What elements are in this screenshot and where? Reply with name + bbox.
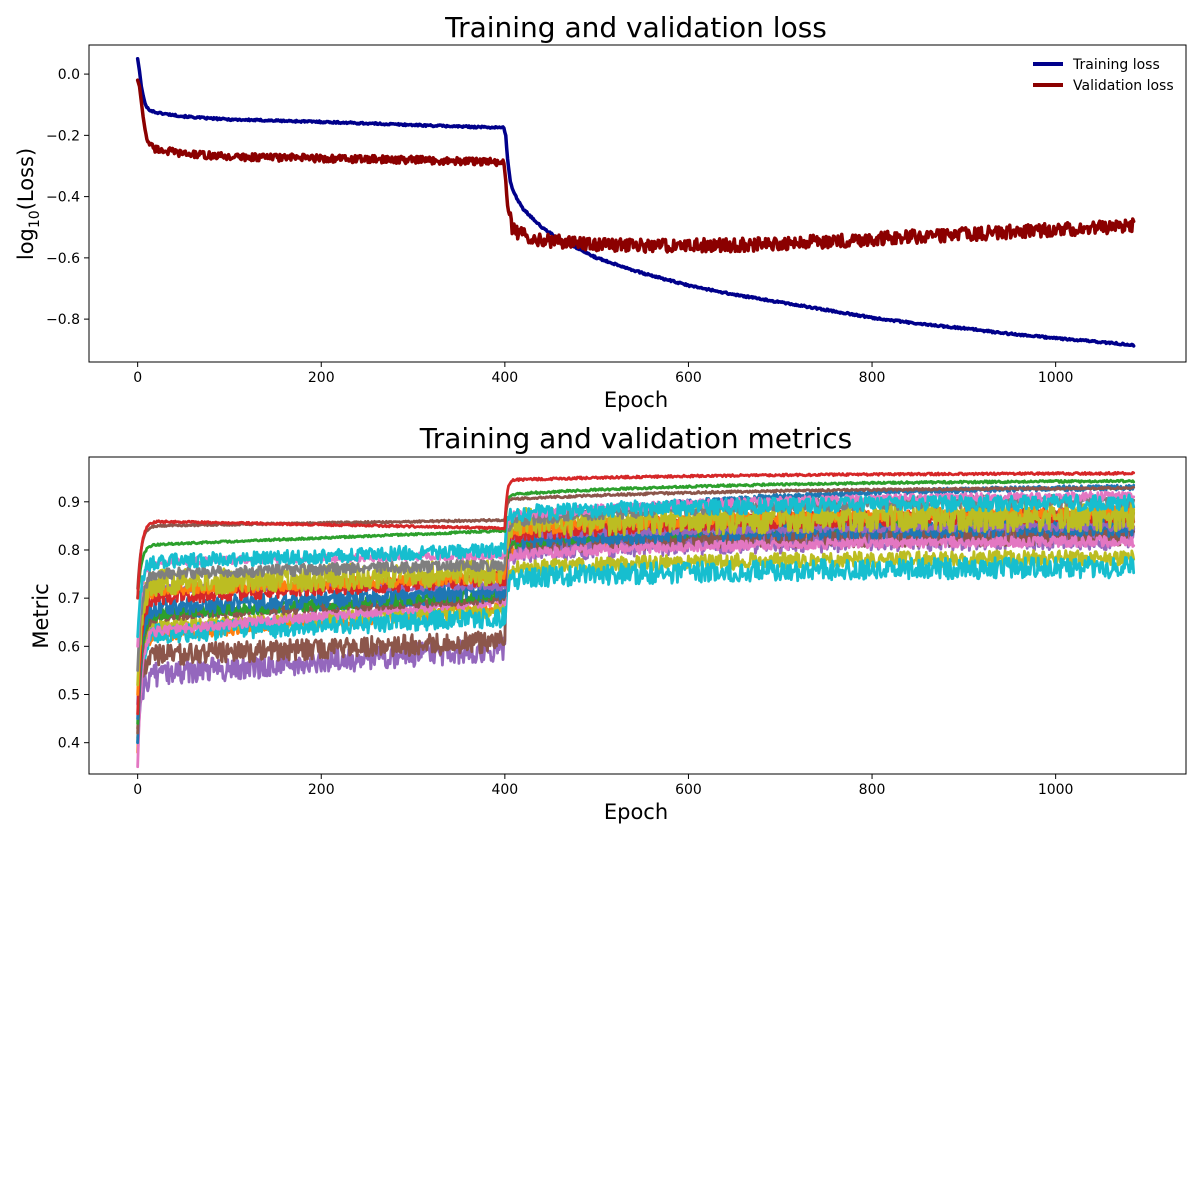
- loss-y-axis-label-subscript: 10: [27, 210, 43, 228]
- metrics-axes-frame: [88, 456, 1187, 775]
- legend-label-training-loss: Training loss: [1072, 57, 1160, 73]
- loss-x-tick-label: 0: [133, 370, 142, 386]
- loss-x-tick-label: 800: [859, 370, 886, 386]
- metrics-y-tick-label: 0.8: [58, 543, 80, 559]
- metrics-x-axis-label: Epoch: [604, 800, 668, 824]
- series-line-training-loss: [135, 57, 1136, 348]
- metrics-x-tick-label: 200: [308, 782, 335, 798]
- metrics-y-axis-label: Metric: [29, 583, 53, 648]
- series-line-validation-loss: [135, 78, 1136, 254]
- loss-y-axis: 0.0 −0.2 −0.4 −0.6 −0.8: [46, 67, 89, 328]
- metrics-y-tick-label: 0.6: [58, 639, 80, 655]
- loss-y-axis-label: log10(Loss): [14, 148, 43, 260]
- metrics-y-tick-label: 0.9: [58, 495, 80, 511]
- metric-series-line-16: [136, 555, 1136, 745]
- metrics-x-tick-label: 1000: [1038, 782, 1074, 798]
- loss-x-tick-label: 200: [308, 370, 335, 386]
- loss-chart-title: Training and validation loss: [444, 11, 827, 44]
- loss-y-tick-label: −0.4: [46, 190, 80, 206]
- loss-x-axis-label: Epoch: [604, 388, 668, 412]
- metrics-series-group: [136, 470, 1136, 769]
- metrics-chart: Training and validation metrics 0 200 400 6…: [29, 422, 1187, 824]
- metrics-x-tick-label: 400: [491, 782, 518, 798]
- metrics-y-tick-label: 0.4: [58, 736, 80, 752]
- metrics-x-tick-label: 0: [133, 782, 142, 798]
- metrics-x-axis: 0 200 400 600 800 1000: [133, 774, 1073, 798]
- loss-legend: Training loss Validation loss: [1033, 57, 1174, 94]
- loss-x-tick-label: 600: [675, 370, 702, 386]
- metric-series-line-3: [136, 478, 1136, 600]
- loss-y-tick-label: −0.2: [46, 128, 80, 144]
- metric-series-line-15: [136, 534, 1136, 769]
- loss-chart: Training and validation loss 0 200 400 600 8…: [14, 11, 1187, 412]
- loss-y-tick-label: −0.6: [46, 251, 80, 267]
- loss-x-tick-label: 1000: [1038, 370, 1074, 386]
- loss-y-axis-label-main: log: [14, 228, 38, 260]
- metrics-x-tick-label: 800: [859, 782, 886, 798]
- metrics-y-axis: 0.4 0.5 0.6 0.7 0.8 0.9: [58, 495, 89, 752]
- metric-series-line-4: [136, 493, 1136, 639]
- loss-y-axis-label-tail: (Loss): [14, 148, 38, 210]
- loss-x-tick-label: 400: [491, 370, 518, 386]
- metrics-chart-title: Training and validation metrics: [419, 422, 852, 455]
- loss-y-tick-label: 0.0: [58, 67, 80, 83]
- metrics-y-tick-label: 0.7: [58, 591, 80, 607]
- metrics-y-tick-label: 0.5: [58, 688, 80, 704]
- loss-series-group: [135, 57, 1136, 348]
- loss-x-axis: 0 200 400 600 800 1000: [133, 362, 1073, 386]
- loss-y-tick-label: −0.8: [46, 312, 80, 328]
- loss-axes-frame: [88, 44, 1187, 363]
- metrics-x-tick-label: 600: [675, 782, 702, 798]
- legend-label-validation-loss: Validation loss: [1073, 78, 1174, 94]
- metric-series-line-1: [136, 470, 1136, 600]
